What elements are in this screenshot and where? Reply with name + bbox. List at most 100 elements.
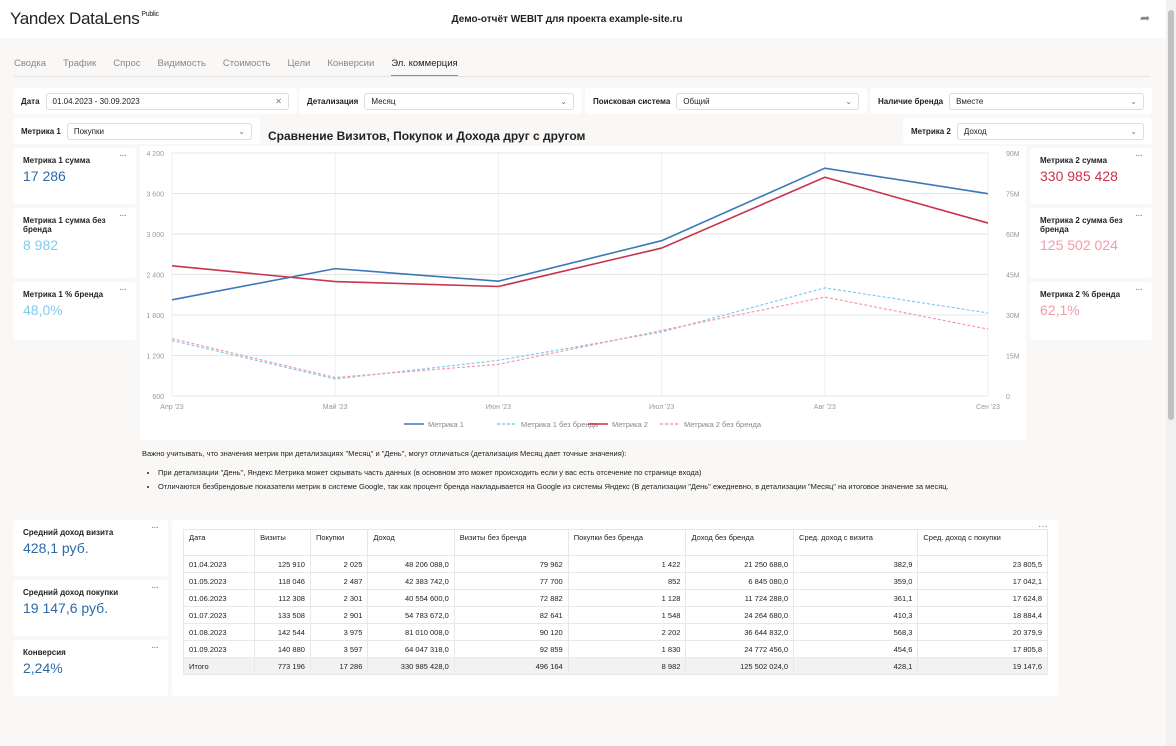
more-icon[interactable]: ··· [119,284,127,295]
date-range-input[interactable]: 01.04.2023 - 30.09.2023 ✕ [45,92,289,110]
table-cell: 3 975 [309,623,369,641]
y-right-tick: 15M [1006,354,1020,361]
y-right-tick: 60M [1006,232,1020,239]
table-cell: 1 422 [567,555,687,573]
table-cell: 2 901 [309,606,369,624]
table-cell: 382,9 [793,555,919,573]
tab-3[interactable]: Видимость [157,58,206,69]
kpi-value: 8 982 [23,237,59,253]
tab-1[interactable]: Трафик [63,58,97,69]
y-right-tick: 45M [1006,273,1020,280]
engine-select[interactable]: Общий ⌄ [676,92,859,110]
more-icon[interactable]: ··· [119,150,127,161]
table-cell: 140 880 [254,640,311,658]
tab-5[interactable]: Цели [287,58,311,69]
table-row: 01.09.2023 140 880 3 597 64 047 318,0 92 859… [182,640,1048,658]
column-header[interactable]: Покупки без бренда [567,529,687,556]
chevron-down-icon: ⌄ [1130,126,1137,136]
tab-4[interactable]: Стоимость [222,58,271,69]
column-header[interactable]: Сред. доход с визита [793,529,919,556]
filter-metric1: Метрика 1 Покупки ⌄ [13,118,260,144]
select-value: Месяц [371,96,396,106]
kpi-value: 2,24% [23,660,63,676]
note-item: Отличаются безбрендовые показатели метри… [158,480,949,495]
table-cell: 64 047 318,0 [367,640,455,658]
brand-select[interactable]: Вместе ⌄ [949,92,1144,110]
column-header[interactable]: Доход [367,529,455,556]
chevron-down-icon: ⌄ [1130,96,1137,106]
detail-select[interactable]: Месяц ⌄ [364,92,574,110]
scrollbar-thumb[interactable] [1168,10,1174,420]
filter-label: Метрика 1 [21,126,61,136]
table-cell: 01.04.2023 [182,555,256,573]
table-cell: 1 128 [567,589,687,607]
table-cell: 21 250 688,0 [685,555,795,573]
tab-6[interactable]: Конверсии [327,58,375,69]
table-cell: 01.09.2023 [182,640,256,658]
table-cell: 42 383 742,0 [367,572,455,590]
metric1-select[interactable]: Покупки ⌄ [66,122,252,140]
column-header[interactable]: Визиты [254,529,311,556]
tab-2[interactable]: Спрос [113,58,141,69]
more-icon[interactable]: ··· [119,210,127,221]
column-header[interactable]: Дата [182,529,256,556]
kpi-card: ··· Метрика 2 сумма 330 985 428 [1030,148,1152,204]
kpi-value: 17 286 [23,168,66,184]
line-chart: 600 1 200 1 800 2 400 3 000 3 600 4 200 0 15M 30M… [146,151,1020,429]
filter-metric2: Метрика 2 Доход ⌄ [903,118,1152,144]
table-cell: 24 772 456,0 [685,640,795,658]
tab-0[interactable]: Сводка [14,58,47,69]
y-right-tick: 90M [1006,151,1020,158]
share-icon[interactable]: ➦ [1140,11,1151,25]
more-icon[interactable]: ··· [1135,150,1143,161]
kpi-value: 19 147,6 руб. [23,600,109,616]
tab-7[interactable]: Эл. коммерция [391,58,458,77]
notes: Важно учитывать, что значения метрик при… [142,447,949,495]
total-cell: 330 985 428,0 [367,657,455,675]
clear-icon[interactable]: ✕ [275,96,282,106]
filter-label: Поисковая система [593,96,671,106]
table-cell: 2 202 [567,623,687,641]
filter-label: Наличие бренда [878,96,944,106]
table-cell: 3 597 [309,640,369,658]
logo[interactable]: Yandex DataLens Public [10,9,159,28]
date-value: 01.04.2023 - 30.09.2023 [52,96,140,106]
series-line-2 [171,176,989,288]
metric2-select[interactable]: Доход ⌄ [956,122,1144,140]
column-header[interactable]: Визиты без бренда [453,529,569,556]
table-cell: 18 884,4 [917,606,1048,624]
more-icon[interactable]: ··· [151,582,159,593]
table-cell: 142 544 [254,623,311,641]
table-cell: 2 025 [309,555,369,573]
kpi-value: 62,1% [1040,302,1080,318]
filter-brand: Наличие бренда Вместе ⌄ [870,88,1152,114]
note-item: При детализации "День", Яндекс Метрика м… [158,466,949,481]
more-icon[interactable]: ··· [151,642,159,653]
more-icon[interactable]: ··· [1135,284,1143,295]
header [0,0,1166,38]
x-tick: Май '23 [323,403,348,411]
kpi-label: Конверсия [23,648,66,657]
chevron-down-icon: ⌄ [845,96,852,106]
kpi-card: ··· Средний доход визита 428,1 руб. [13,520,168,576]
more-icon[interactable]: ··· [1135,210,1143,221]
table-cell: 17 805,8 [917,640,1048,658]
table-cell: 17 624,8 [917,589,1048,607]
kpi-label: Метрика 2 % бренда [1040,290,1121,299]
table-cell: 01.07.2023 [182,606,256,624]
y-right-tick: 30M [1006,313,1020,320]
legend-item: Метрика 2 без бренда [684,420,762,429]
kpi-card: ··· Метрика 1 % бренда 48,0% [13,282,136,340]
table-cell: 361,1 [793,589,919,607]
y-right-tick: 75M [1006,192,1020,199]
column-header[interactable]: Покупки [309,529,369,556]
column-header[interactable]: Доход без бренда [685,529,795,556]
more-icon[interactable]: ··· [1038,521,1048,532]
table-row: 01.08.2023 142 544 3 975 81 010 008,0 90 120… [182,623,1048,641]
more-icon[interactable]: ··· [151,522,159,533]
total-cell: 125 502 024,0 [685,657,795,675]
select-value: Общий [683,96,710,106]
series-line-1 [171,287,989,380]
column-header[interactable]: Сред. доход с покупки [917,529,1048,556]
kpi-label: Средний доход покупки [23,588,119,597]
